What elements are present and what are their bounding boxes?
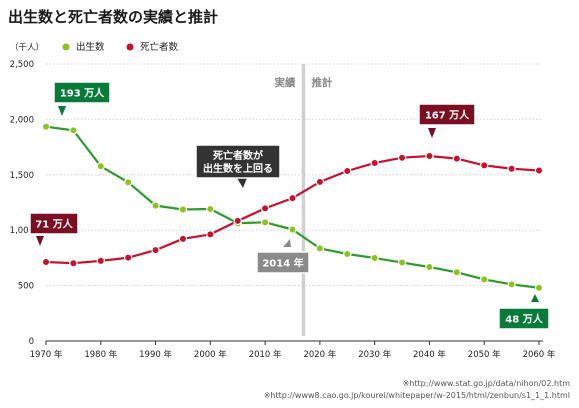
point-death	[151, 245, 160, 255]
chart-title: 出生数と死亡者数の実績と推計	[8, 8, 218, 26]
callout-193-text: 193 万人	[60, 87, 105, 100]
x-tick-label: 2060 年	[523, 349, 556, 360]
point-death	[425, 151, 434, 161]
legend-birth-marker	[62, 43, 70, 51]
point-death	[206, 230, 215, 239]
point-birth	[260, 218, 270, 227]
x-tick-label: 2000 年	[194, 349, 227, 360]
point-birth	[178, 205, 188, 214]
callout-167: 167 万人	[418, 103, 476, 138]
point-death	[123, 253, 133, 262]
point-birth	[288, 225, 297, 234]
actual-forecast-divider	[301, 64, 306, 336]
x-tick-label: 2030 年	[358, 349, 391, 360]
point-death	[69, 259, 78, 268]
source-line-2: ※http://www8.cao.go.jp/kourei/whitepaper…	[264, 391, 570, 400]
callout-48-box	[498, 307, 550, 330]
y-tick-label: 0	[29, 337, 34, 347]
point-birth	[69, 126, 78, 135]
point-death	[370, 158, 379, 168]
callout-71-pointer	[36, 236, 44, 246]
callout-71-box	[29, 212, 79, 235]
x-tick-label: 2040 年	[413, 349, 446, 360]
point-death	[96, 256, 105, 266]
callout-crossover-pointer	[237, 178, 247, 188]
point-death	[480, 161, 489, 170]
point-birth	[425, 262, 434, 272]
point-birth	[123, 178, 133, 187]
region-label-actual: 実績	[274, 76, 295, 89]
x-tick-label: 2010 年	[249, 349, 282, 360]
callout-2014-box	[256, 251, 310, 274]
callout-48-pointer	[531, 294, 539, 302]
legend-birth-label: 出生数	[76, 41, 105, 53]
point-death	[288, 193, 297, 203]
y-tick-label: 1,000	[10, 226, 34, 236]
point-birth	[315, 244, 325, 253]
callout-crossover: 死亡者数が 出生数を上回る	[195, 144, 281, 188]
point-birth	[343, 249, 352, 259]
x-tick-label: 2020 年	[303, 349, 336, 360]
callout-crossover-line2: 出生数を上回る	[203, 162, 273, 175]
point-death	[397, 153, 407, 162]
source-line-1: ※http://www.stat.go.jp/data/nihon/02.htm	[403, 379, 571, 388]
point-death	[233, 216, 242, 226]
callout-crossover-line1: 死亡者数が	[213, 149, 264, 162]
point-birth	[507, 280, 516, 289]
callout-crossover-box	[195, 144, 281, 179]
callout-2014: 2014 年	[256, 239, 310, 274]
y-tick-label: 1,500	[10, 171, 34, 181]
point-death	[343, 166, 352, 176]
point-birth	[480, 275, 489, 284]
series	[41, 122, 544, 293]
callout-193-box	[53, 81, 111, 104]
callout-193: 193 万人	[53, 81, 111, 116]
y-tick-label: 2,000	[10, 115, 34, 125]
x-tick-label: 2050 年	[468, 349, 501, 360]
point-death	[178, 234, 188, 244]
x-axis-ticks: 1970 年 1980 年 1990 年 2000 年 2010 年 2020 年 2030…	[30, 341, 556, 360]
callout-48: 48 万人	[498, 294, 550, 330]
point-death	[260, 204, 270, 213]
callout-71-text: 71 万人	[35, 218, 73, 231]
callout-48-text: 48 万人	[505, 313, 543, 326]
callout-2014-pointer	[283, 239, 291, 247]
x-tick-label: 1970 年	[30, 349, 63, 360]
callout-2014-text: 2014 年	[262, 257, 303, 270]
point-birth	[151, 201, 160, 210]
point-birth	[452, 268, 462, 277]
y-unit-label: （千人）	[10, 42, 44, 53]
legend-death-marker	[126, 43, 134, 51]
point-death	[452, 154, 462, 163]
series-line-death	[45, 154, 540, 265]
y-axis-ticks: 0 500 1,000 1,500 2,000 2,500	[10, 60, 34, 347]
point-death	[315, 177, 325, 187]
x-tick-label: 1980 年	[84, 349, 117, 360]
y-tick-label: 500	[18, 282, 34, 292]
point-birth	[534, 283, 544, 293]
point-death	[507, 164, 516, 173]
region-label-forecast: 推計	[311, 76, 332, 89]
callout-167-text: 167 万人	[425, 109, 470, 122]
point-birth	[370, 253, 379, 263]
callout-71: 71 万人	[29, 212, 79, 246]
callout-167-box	[418, 103, 476, 126]
point-birth	[96, 162, 105, 171]
legend-death-label: 死亡者数	[140, 41, 179, 53]
y-tick-label: 2,500	[10, 60, 34, 70]
callout-193-pointer	[58, 106, 66, 116]
point-death	[534, 166, 544, 175]
point-death	[41, 257, 51, 267]
point-birth	[397, 258, 407, 267]
point-birth	[41, 122, 51, 131]
callout-167-pointer	[428, 128, 436, 138]
x-tick-label: 1990 年	[139, 349, 172, 360]
point-birth	[206, 204, 215, 214]
